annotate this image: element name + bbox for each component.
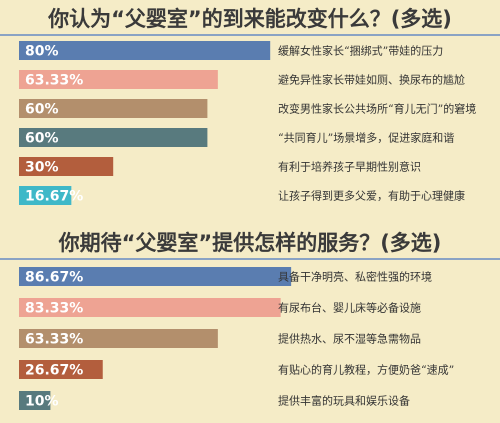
chart-2-category-label-2: 有尿布台、婴儿床等必备设施: [278, 301, 421, 315]
chart-1-bar-1: [19, 41, 271, 60]
chart-1-category-label-3: 改变男性家长公共场所“育儿无门”的窘境: [278, 102, 476, 116]
chart-1-title: 你认为“父婴室”的到来能改变什么？(多选): [48, 7, 452, 31]
chart-2-bar-1: [19, 267, 292, 286]
chart-2-bar-2: [19, 298, 281, 317]
chart-1-bar-2: [19, 70, 218, 89]
chart-2-category-label-5: 提供丰富的玩具和娱乐设备: [278, 394, 410, 408]
chart-1-value-label-4: 60%: [25, 131, 59, 147]
chart-1-value-label-3: 60%: [25, 102, 59, 118]
chart-1-category-label-6: 让孩子得到更多父爱，有助于心理健康: [278, 189, 465, 203]
chart-1-value-label-6: 16.67%: [25, 189, 83, 205]
chart-1-category-label-4: “共同育儿”场景增多，促进家庭和谐: [278, 131, 454, 145]
chart-2-title-rule: [0, 258, 500, 260]
chart-2-value-label-1: 86.67%: [25, 270, 83, 286]
chart-2-value-label-4: 26.67%: [25, 363, 83, 379]
chart-1-category-label-1: 缓解女性家长“捆绑式”带娃的压力: [278, 44, 443, 58]
chart-1-category-label-5: 有利于培养孩子早期性别意识: [278, 160, 421, 174]
chart-2-value-label-2: 83.33%: [25, 301, 83, 317]
chart-1-category-label-2: 避免异性家长带娃如厕、换尿布的尴尬: [278, 73, 465, 87]
chart-2-category-label-4: 有贴心的育儿教程，方便奶爸“速成”: [278, 363, 454, 377]
chart-1-value-label-5: 30%: [25, 160, 59, 176]
chart-1-bar-3: [19, 99, 208, 118]
chart-2-bar-5: [19, 391, 51, 410]
chart-1-value-label-1: 80%: [25, 44, 59, 60]
chart-1-bar-6: [19, 186, 72, 205]
chart-1-title-rule: [0, 34, 500, 36]
chart-2-bar-4: [19, 360, 103, 379]
chart-1-value-label-2: 63.33%: [25, 73, 83, 89]
chart-2-title: 你期待“父婴室”提供怎样的服务？(多选): [58, 231, 442, 255]
chart-2-bar-3: [19, 329, 218, 348]
chart-1-bar-4: [19, 128, 208, 147]
chart-2-category-label-3: 提供热水、尿不湿等急需物品: [278, 332, 421, 346]
chart-1-bar-5: [19, 157, 114, 176]
chart-2-category-label-1: 具备干净明亮、私密性强的环境: [278, 270, 432, 284]
chart-2-value-label-3: 63.33%: [25, 332, 83, 348]
chart-2-value-label-5: 10%: [25, 394, 59, 410]
